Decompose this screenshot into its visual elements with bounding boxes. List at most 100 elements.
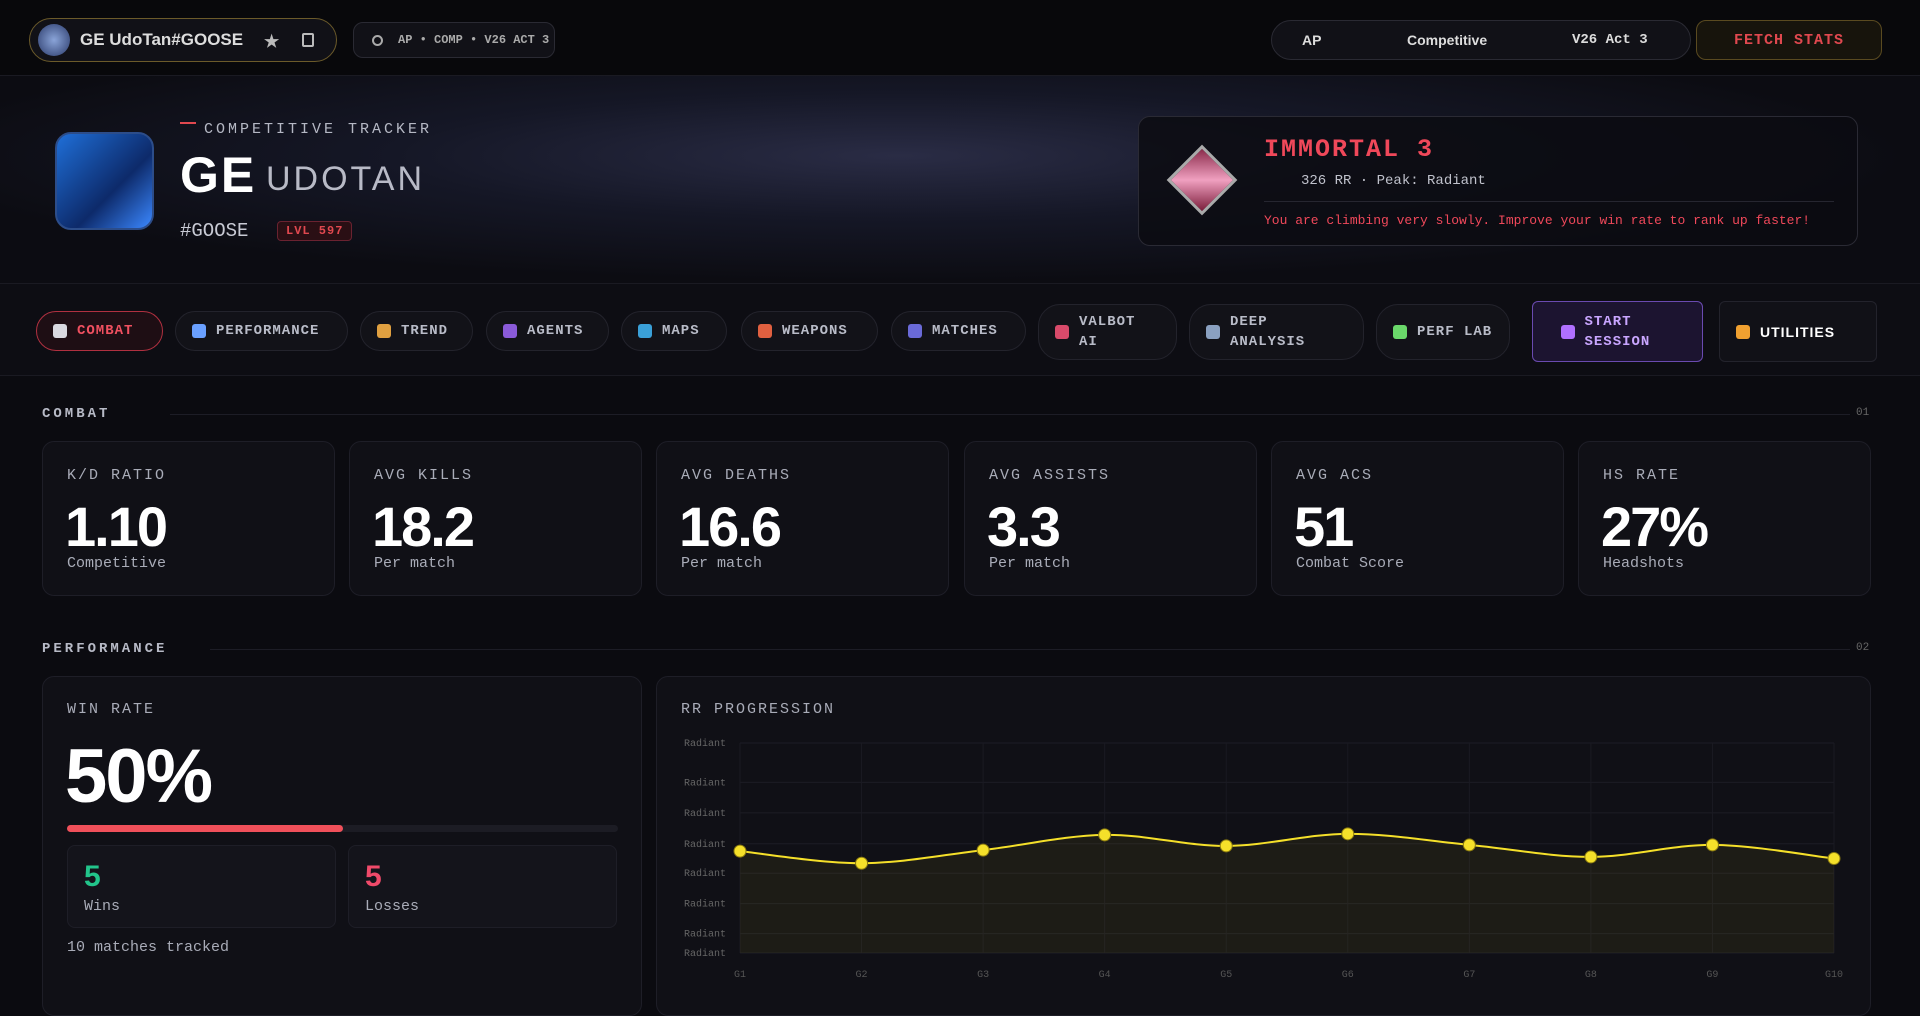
fetch-button[interactable]: FETCH STATS [1696,20,1882,60]
divider [1264,201,1834,202]
hero: COMPETITIVE TRACKER GE UDOTAN #GOOSE LVL… [0,76,1920,284]
stat-sub: Combat Score [1296,555,1405,572]
player-pill[interactable]: GE UdoTan#GOOSE ★ [29,18,337,62]
tab-icon [1206,325,1220,339]
player-tag: #GOOSE [180,220,249,242]
stat-sub: Per match [681,555,763,572]
wins-label: Wins [84,898,121,915]
stat-card: AVG DEATHS 16.6 Per match [656,441,949,596]
filter-bar: AP Competitive V26 Act 3 [1271,20,1691,60]
tab[interactable]: PERF LAB [1376,304,1510,360]
level-badge: LVL 597 [277,221,353,241]
rr-card: RR PROGRESSION [656,676,1871,1016]
rank-name: IMMORTAL 3 [1264,135,1435,164]
stat-value: 1.10 [65,495,168,558]
stat-label: AVG DEATHS [681,467,792,484]
avatar-icon [38,24,70,56]
rr-point [1827,852,1841,865]
stat-value: 16.6 [679,495,782,558]
rr-point [1098,828,1112,842]
star-icon[interactable]: ★ [264,32,280,51]
stat-sub: Competitive [67,555,167,572]
win-rate-card: WIN RATE 50% 5 Wins 5 Losses 10 matches … [42,676,642,1016]
tab[interactable]: UTILITIES [1719,301,1877,362]
tab-label: VALBOT AI [1079,314,1136,350]
tab[interactable]: COMBAT [36,311,163,351]
wins-value: 5 [84,860,101,893]
tab-icon [1560,324,1575,339]
player-name: GE UdoTan#GOOSE [80,30,244,49]
tab[interactable]: START SESSION [1532,301,1703,362]
rank-message: You are climbing very slowly. Improve yo… [1264,213,1811,228]
tab-icon [377,324,391,338]
losses-value: 5 [365,860,382,893]
tab-icon [1736,324,1750,339]
y-tick-label: Radiant [684,777,726,789]
tab-label: COMBAT [77,323,134,339]
rr-point [733,844,747,858]
rr-point [1219,839,1233,853]
stat-sub: Headshots [1603,555,1685,572]
tab-label: DEEP ANALYSIS [1230,314,1306,350]
tab[interactable]: DEEP ANALYSIS [1189,304,1364,360]
tab[interactable]: PERFORMANCE [175,311,348,351]
y-tick-label: Radiant [684,948,726,960]
tab-bar: COMBAT PERFORMANCE TREND AGENTS MAPS WEAPONS M… [0,284,1920,376]
y-tick-label: Radiant [684,808,726,820]
eyebrow: COMPETITIVE TRACKER [204,121,433,138]
tab-icon [758,324,772,338]
x-tick-label: G1 [734,970,746,981]
tab[interactable]: WEAPONS [741,311,878,351]
tab[interactable]: MATCHES [891,311,1026,351]
tab[interactable]: TREND [360,311,473,351]
context-pill: AP • COMP • V26 ACT 3 [353,22,555,58]
tab-label: MATCHES [932,323,998,339]
matches-note: 10 matches tracked [67,939,230,956]
act-select[interactable]: V26 Act 3 [1572,32,1648,48]
rr-point [1705,838,1719,852]
stat-value: 51 [1294,495,1354,558]
rank-detail: 326 RR · Peak: Radiant [1301,173,1486,189]
tab[interactable]: VALBOT AI [1038,304,1177,360]
stat-label: AVG ASSISTS [989,467,1111,484]
stat-card: AVG ASSISTS 3.3 Per match [964,441,1257,596]
stat-label: AVG ACS [1296,467,1374,484]
x-tick-label: G6 [1342,970,1354,981]
tab-icon [192,324,206,338]
name-last: UDOTAN [266,160,426,198]
tab[interactable]: AGENTS [486,311,609,351]
stat-value: 3.3 [987,495,1061,558]
player-avatar [55,132,154,230]
win-rate-track [67,825,618,832]
rr-line [739,832,1835,865]
y-tick-label: Radiant [684,868,726,880]
rank-card: IMMORTAL 3 326 RR · Peak: Radiant You ar… [1138,116,1858,246]
stat-label: K/D RATIO [67,467,167,484]
copy-icon[interactable] [302,33,314,47]
x-tick-label: G5 [1220,970,1232,981]
rr-point [1462,838,1476,852]
mode-select[interactable]: Competitive [1407,32,1488,48]
tab-icon [908,324,922,338]
wins-box: 5 Wins [67,845,336,928]
tab-label: TREND [401,323,449,339]
x-tick-label: G9 [1706,970,1718,981]
stat-card: K/D RATIO 1.10 Competitive [42,441,335,596]
y-tick-label: Radiant [684,738,726,750]
gear-icon [372,35,383,46]
tab-label: MAPS [662,323,700,339]
rr-point [1584,850,1598,864]
stat-sub: Per match [374,555,456,572]
x-tick-label: G7 [1463,970,1475,981]
top-bar: GE UdoTan#GOOSE ★ AP • COMP • V26 ACT 3 … [0,0,1920,76]
fetch-label: FETCH STATS [1733,31,1845,49]
stat-card: AVG KILLS 18.2 Per match [349,441,642,596]
win-rate-value: 50% [65,734,213,819]
y-tick-label: Radiant [684,839,726,851]
region-select[interactable]: AP [1302,32,1322,48]
section-title: COMBAT [42,406,111,422]
tab[interactable]: MAPS [621,311,727,351]
section-title: PERFORMANCE [42,641,168,657]
